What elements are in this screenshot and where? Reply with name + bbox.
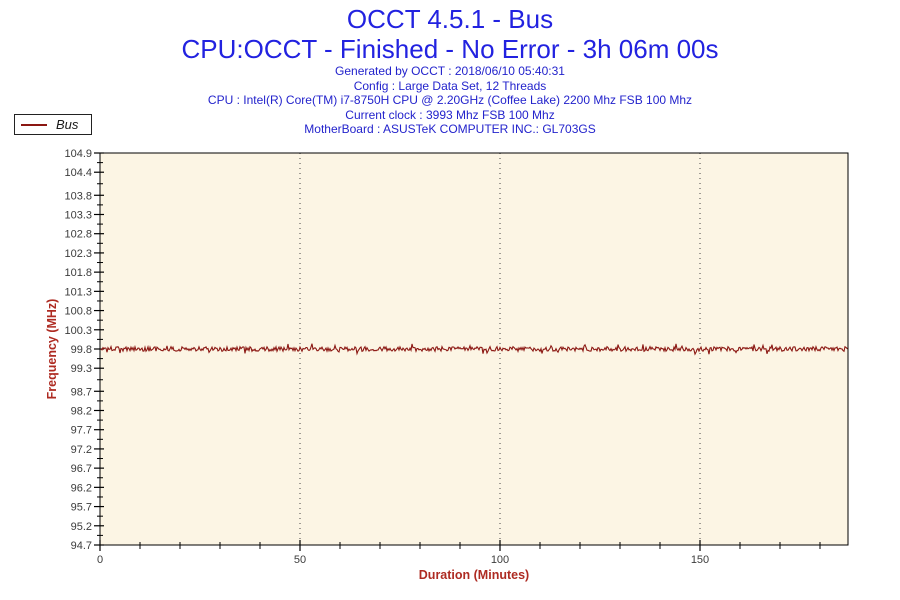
y-tick-label: 100.8 — [64, 306, 92, 318]
y-tick-label: 96.2 — [71, 482, 92, 494]
y-tick-label: 104.4 — [64, 167, 92, 179]
report-header: OCCT 4.5.1 - Bus CPU:OCCT - Finished - N… — [0, 4, 900, 137]
y-tick-label: 98.2 — [71, 405, 92, 417]
x-tick-label: 100 — [491, 554, 509, 566]
x-tick-label: 50 — [294, 554, 306, 566]
y-tick-label: 99.3 — [71, 363, 92, 375]
bus-series-line — [100, 343, 849, 356]
y-axis-title: Frequency (MHz) — [45, 299, 59, 400]
y-tick-label: 96.7 — [71, 463, 92, 475]
x-axis: 0 50 100 150 — [97, 540, 821, 566]
x-axis-title: Duration (Minutes) — [419, 568, 529, 582]
y-tick-label: 101.3 — [64, 286, 92, 298]
y-tick-label: 102.8 — [64, 229, 92, 241]
info-config: Config : Large Data Set, 12 Threads — [353, 78, 547, 93]
y-tick-label: 101.8 — [64, 267, 92, 279]
x-tick-label: 150 — [691, 554, 709, 566]
y-tick-label: 98.7 — [71, 386, 92, 398]
y-tick-label: 99.8 — [71, 344, 92, 356]
plot-border — [99, 152, 849, 546]
y-tick-label: 103.3 — [64, 209, 92, 221]
y-tick-label: 103.8 — [64, 190, 92, 202]
y-tick-label: 100.3 — [64, 325, 92, 337]
y-tick-label: 95.7 — [71, 502, 92, 514]
y-tick-label: 104.9 — [64, 148, 92, 160]
y-tick-label: 97.7 — [71, 425, 92, 437]
y-tick-label: 95.2 — [71, 521, 92, 533]
x-tick-label: 0 — [97, 554, 103, 566]
y-tick-label: 102.3 — [64, 248, 92, 260]
legend-line-swatch — [21, 123, 47, 126]
y-axis: 104.9 104.4 103.8 103.3 102.8 102.3 101.8 101.3… — [64, 148, 104, 552]
page-title: OCCT 4.5.1 - Bus — [346, 4, 554, 34]
info-cpu: CPU : Intel(R) Core(TM) i7-8750H CPU @ 2… — [207, 93, 693, 107]
page-subtitle: CPU:OCCT - Finished - No Error - 3h 06m … — [181, 34, 719, 64]
info-current-clock: Current clock : 3993 Mhz FSB 100 Mhz — [345, 107, 555, 122]
info-motherboard: MotherBoard : ASUSTeK COMPUTER INC.: GL7… — [304, 122, 596, 136]
legend: Bus — [14, 114, 92, 135]
y-tick-label: 94.7 — [71, 540, 92, 552]
legend-label: Bus — [56, 117, 79, 132]
y-tick-label: 97.2 — [71, 444, 92, 456]
info-generated: Generated by OCCT : 2018/06/10 05:40:31 — [335, 64, 565, 78]
